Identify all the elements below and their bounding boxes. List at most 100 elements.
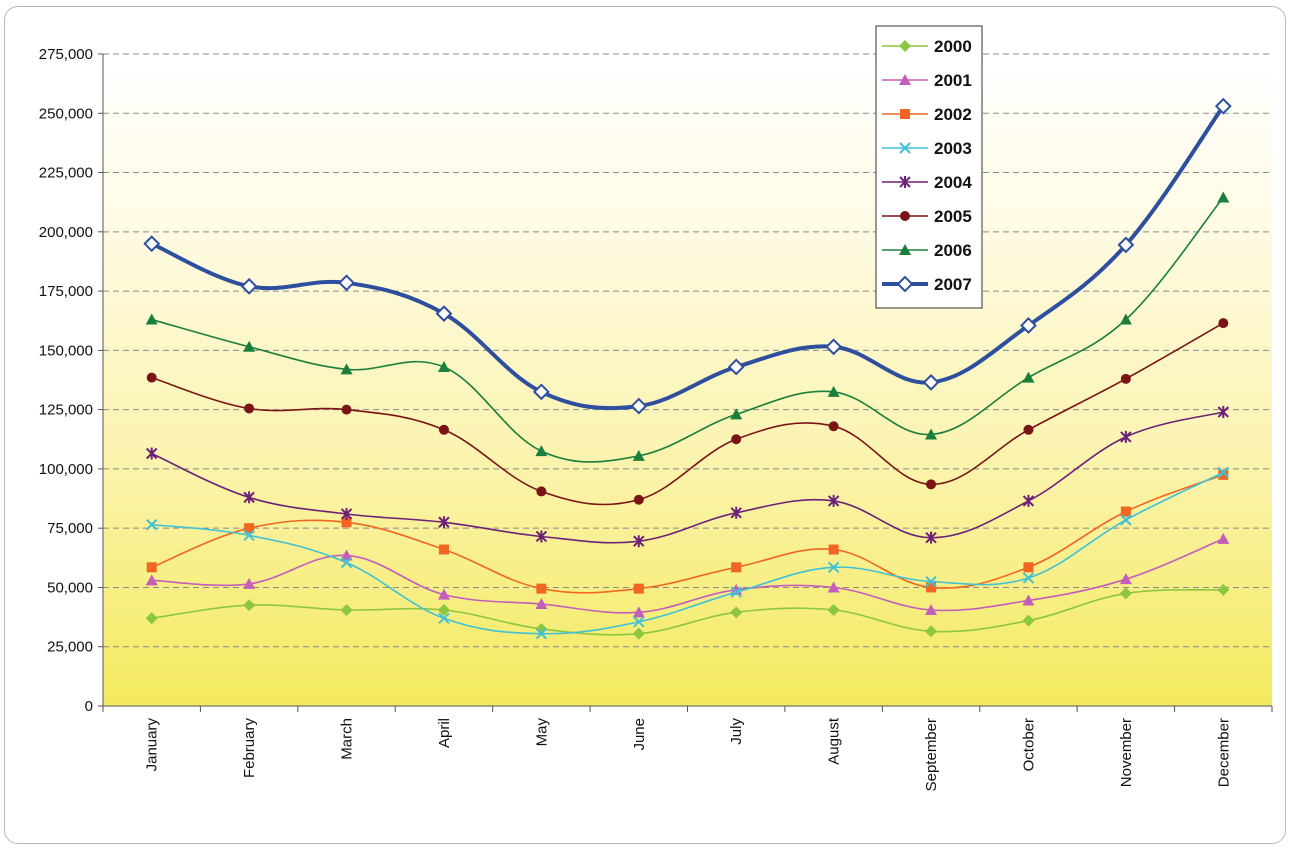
data-point-2004 <box>340 507 353 520</box>
data-point-2007 <box>240 277 258 295</box>
y-tick-label: 25,000 <box>47 639 93 656</box>
legend-label: 2006 <box>934 241 972 260</box>
legend-box <box>875 25 983 309</box>
legend-swatch-marker <box>900 109 910 119</box>
x-tick-label: March <box>339 718 356 760</box>
data-point-2000 <box>1217 583 1230 596</box>
data-point-2005 <box>244 403 255 414</box>
y-tick-label: 75,000 <box>47 520 93 537</box>
x-tick-label: August <box>826 717 843 765</box>
y-tick-label: 250,000 <box>39 105 93 122</box>
data-point-2001 <box>925 603 938 615</box>
legend-label: 2001 <box>934 71 972 90</box>
data-point-2004 <box>535 530 548 543</box>
data-point-2003 <box>146 518 158 531</box>
data-point-2001 <box>535 598 548 610</box>
data-point-2002 <box>438 544 449 555</box>
data-point-2005 <box>1218 318 1229 329</box>
y-tick-label: 50,000 <box>47 579 93 596</box>
legend-label: 2007 <box>934 275 972 294</box>
data-point-2002 <box>244 523 255 534</box>
data-point-2004 <box>1120 430 1132 443</box>
data-point-2007 <box>1117 236 1135 254</box>
series-line-2006 <box>151 196 1224 463</box>
series-layer <box>143 97 1232 640</box>
legend-swatch-marker <box>899 244 911 255</box>
legend-swatch-marker <box>899 40 911 52</box>
legend-swatch-marker <box>899 176 911 188</box>
y-tick-label: 175,000 <box>39 283 93 300</box>
data-point-2007 <box>435 305 453 323</box>
data-point-2003 <box>1217 466 1229 479</box>
data-point-2001 <box>1119 573 1132 585</box>
legend-label: 2002 <box>934 105 972 124</box>
data-point-2000 <box>632 627 645 640</box>
data-point-2004 <box>633 535 645 548</box>
data-point-2005 <box>1023 424 1034 435</box>
data-point-2002 <box>926 582 937 593</box>
series-line-2003 <box>151 471 1224 635</box>
data-point-2000 <box>827 603 840 616</box>
data-point-2005 <box>926 479 937 490</box>
data-point-2007 <box>727 358 745 376</box>
data-point-2006 <box>145 313 158 325</box>
y-tick-label: 275,000 <box>39 46 93 63</box>
data-point-2001 <box>1022 594 1035 606</box>
series-2000 <box>145 583 1230 640</box>
series-2004 <box>146 406 1229 548</box>
data-point-2004 <box>243 491 255 504</box>
data-point-2006 <box>535 445 548 457</box>
data-point-2003 <box>827 561 840 574</box>
data-point-2003 <box>535 627 548 640</box>
data-point-2005 <box>731 434 742 445</box>
x-tick-label: April <box>436 718 453 748</box>
x-tick-label: December <box>1215 718 1232 787</box>
data-point-2003 <box>1022 572 1035 584</box>
x-tick-label: June <box>631 718 648 751</box>
series-2002 <box>146 469 1229 594</box>
data-point-2002 <box>536 583 547 594</box>
x-tick-label: February <box>241 718 258 779</box>
data-point-2001 <box>437 588 450 600</box>
data-point-2004 <box>730 506 742 519</box>
data-point-2000 <box>1022 614 1035 627</box>
data-point-2005 <box>536 486 547 497</box>
legend-label: 2004 <box>934 173 972 192</box>
data-point-2002 <box>1023 562 1034 573</box>
legend-item-2000: 2000 <box>882 37 972 56</box>
data-point-2000 <box>730 606 743 619</box>
y-tick-label: 150,000 <box>39 342 93 359</box>
data-point-2006 <box>1119 313 1132 325</box>
legend: 2000 2001 2002 2003 2004 2005 2006 2007 <box>875 25 983 309</box>
data-point-2000 <box>340 603 353 616</box>
data-point-2006 <box>827 385 840 397</box>
data-point-2004 <box>438 516 450 529</box>
data-point-2007 <box>532 383 550 401</box>
series-line-2004 <box>151 411 1224 544</box>
data-point-2003 <box>340 556 353 569</box>
data-point-2005 <box>438 424 449 435</box>
data-point-2007 <box>338 274 355 292</box>
series-line-2001 <box>151 538 1224 614</box>
data-point-2004 <box>1022 494 1035 507</box>
x-tick-label: May <box>533 718 550 747</box>
data-point-2007 <box>630 397 648 415</box>
data-point-2006 <box>632 449 645 461</box>
data-point-2005 <box>633 494 644 505</box>
data-point-2001 <box>243 577 256 589</box>
legend-item-2004: 2004 <box>882 173 972 192</box>
legend-item-2007: 2007 <box>882 275 972 294</box>
data-point-2003 <box>243 529 255 542</box>
data-point-2002 <box>828 544 839 555</box>
data-point-2005 <box>828 421 839 432</box>
data-point-2002 <box>341 517 352 528</box>
data-point-2002 <box>1218 469 1229 480</box>
legend-swatch-marker <box>899 142 911 154</box>
data-point-2005 <box>146 372 157 383</box>
data-point-2002 <box>1120 506 1131 517</box>
data-point-2007 <box>825 338 843 356</box>
data-point-2000 <box>1119 587 1132 600</box>
x-tick-label: January <box>144 718 161 772</box>
data-point-2006 <box>1022 371 1035 383</box>
data-point-2005 <box>1120 373 1131 384</box>
